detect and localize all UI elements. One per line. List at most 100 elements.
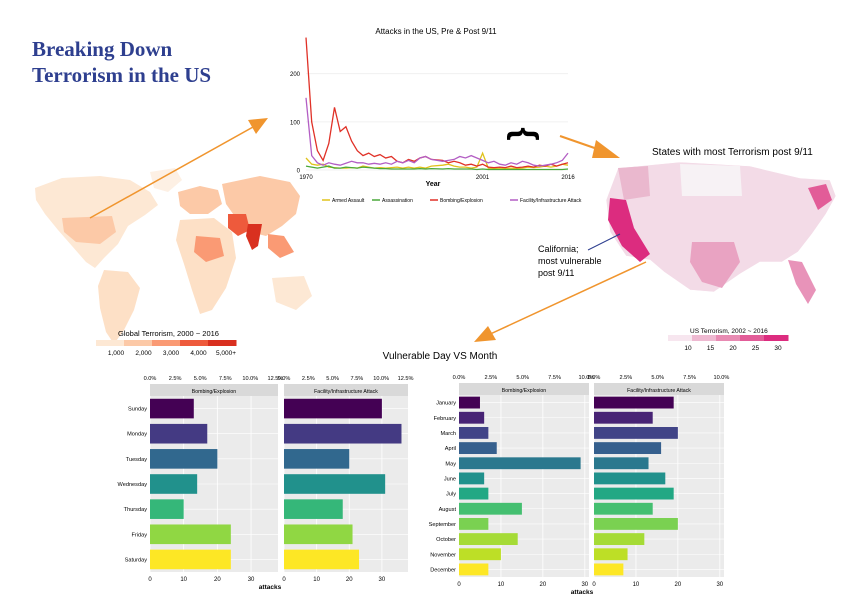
day-category-saturday: Saturday xyxy=(125,557,148,563)
world-legend-tick-1-000: 1,000 xyxy=(108,350,125,357)
us-map-title: States with most Terrorism post 9/11 xyxy=(652,147,813,158)
arrow-world-to-line xyxy=(89,121,263,219)
line-chart-xlabel: Year xyxy=(426,181,441,188)
world-legend-tick-4-000: 4,000 xyxy=(190,350,207,357)
month-category-august: August xyxy=(439,507,457,513)
month-strip-0 xyxy=(459,383,589,395)
page-title-line1: Breaking Down xyxy=(32,37,173,61)
month-bar-bombing-explosion-march xyxy=(459,427,489,439)
world-legend-swatch-0 xyxy=(96,340,125,346)
line-ytick-0: 0 xyxy=(297,169,301,175)
line-series-bombing-explosion xyxy=(305,37,569,169)
day-toptick-1-0: 0.0% xyxy=(278,376,291,382)
month-toptick-0-1: 2.5% xyxy=(484,375,497,381)
line-series-assassination xyxy=(305,165,569,171)
california-pointer-line xyxy=(587,233,621,251)
day-toptick-0-3: 7.5% xyxy=(219,376,232,382)
world-legend-tick-2-000: 2,000 xyxy=(135,350,152,357)
day-category-sunday: Sunday xyxy=(128,407,147,413)
world-map-india xyxy=(246,224,262,250)
month-bar-bombing-explosion-may xyxy=(459,457,581,470)
world-legend-tick-5-000: 5,000+ xyxy=(216,350,236,357)
month-xtick-0-30: 30 xyxy=(581,582,588,588)
month-bar-bombing-explosion-september xyxy=(459,518,489,530)
flow-arrows xyxy=(89,118,647,342)
day-bar-chart: Bombing/Explosion 0 10 20 30 0.0% 2.5% 5.0% 7.5%… xyxy=(118,376,414,591)
month-toptick-1-1: 2.5% xyxy=(619,375,632,381)
day-toptick-1-5: 12.5% xyxy=(398,376,414,382)
month-bar-facility-infrastructure-attack-march xyxy=(594,427,678,439)
day-strip-label-facility-infrastructure-attack: Facility/Infrastructure Attack xyxy=(314,389,378,395)
day-bar-bombing-explosion-tuesday xyxy=(150,449,218,469)
line-chart-brace-annotation: } xyxy=(502,127,540,140)
month-bar-facility-infrastructure-attack-november xyxy=(594,548,628,561)
us-map-northeast xyxy=(808,184,832,210)
us-map xyxy=(605,161,837,304)
month-bar-bombing-explosion-february xyxy=(459,411,485,424)
month-toptick-0-4: 10.0% xyxy=(578,375,594,381)
month-bar-bombing-explosion-november xyxy=(459,548,501,561)
us-map-florida xyxy=(788,260,816,304)
world-legend-swatch-1 xyxy=(124,340,153,346)
page-title: Breaking Down Terrorism in the US xyxy=(32,36,211,88)
line-xtick-2016: 2016 xyxy=(561,175,575,181)
day-xtick-1-10: 10 xyxy=(313,577,320,583)
day-bar-bombing-explosion-saturday xyxy=(150,549,231,570)
world-map-greenland xyxy=(150,168,182,192)
month-xtick-0-10: 10 xyxy=(498,582,505,588)
california-note-line2: most vulnerable xyxy=(538,256,602,266)
day-bar-facility-infrastructure-attack-thursday xyxy=(284,499,343,519)
month-xtick-0-20: 20 xyxy=(540,582,547,588)
day-toptick-0-2: 5.0% xyxy=(194,376,207,382)
day-bar-bombing-explosion-thursday xyxy=(150,499,184,519)
day-xtick-0-30: 30 xyxy=(248,577,255,583)
day-category-tuesday: Tuesday xyxy=(126,457,147,463)
day-xtick-0-10: 10 xyxy=(180,577,187,583)
day-bar-facility-infrastructure-attack-monday xyxy=(284,423,402,444)
line-xtick-1970: 1970 xyxy=(299,175,313,181)
month-bar-facility-infrastructure-attack-september xyxy=(594,518,678,530)
day-bar-bombing-explosion-wednesday xyxy=(150,474,198,494)
page-title-line2: Terrorism in the US xyxy=(32,63,212,87)
day-xtick-1-30: 30 xyxy=(379,577,386,583)
month-toptick-0-0: 0.0% xyxy=(453,375,466,381)
line-legend-label-bombing-explosion: Bombing/Explosion xyxy=(440,198,483,204)
month-xtick-0-0: 0 xyxy=(457,582,461,588)
month-category-february: February xyxy=(434,416,457,422)
month-bar-facility-infrastructure-attack-december xyxy=(594,563,624,576)
month-toptick-1-2: 5.0% xyxy=(651,375,664,381)
day-toptick-1-4: 10.0% xyxy=(373,376,389,382)
month-bar-bombing-explosion-december xyxy=(459,563,489,576)
month-panel-1 xyxy=(594,395,724,577)
day-bar-bombing-explosion-friday xyxy=(150,524,231,545)
us-legend-swatch-4 xyxy=(764,335,789,341)
line-chart-axis: 0 100 200 1970 2001 2016 xyxy=(290,72,575,181)
line-series-facility-infrastructure-attack xyxy=(305,97,569,167)
day-category-thursday: Thursday xyxy=(124,507,148,513)
line-legend-label-assassination: Assassination xyxy=(382,198,413,204)
world-map xyxy=(35,168,312,344)
us-legend-tick-15: 15 xyxy=(707,345,715,352)
month-category-june: June xyxy=(444,476,456,482)
us-map-california xyxy=(608,198,650,262)
month-category-january: January xyxy=(436,401,456,407)
month-bar-facility-infrastructure-attack-february xyxy=(594,411,653,424)
world-legend-swatch-3 xyxy=(180,340,209,346)
month-category-april: April xyxy=(445,446,456,452)
month-xlabel: attacks xyxy=(571,589,594,596)
us-legend-tick-20: 20 xyxy=(729,345,737,352)
month-bar-facility-infrastructure-attack-january xyxy=(594,396,674,409)
month-category-december: December xyxy=(430,567,456,573)
day-xtick-1-20: 20 xyxy=(346,577,353,583)
month-bar-facility-infrastructure-attack-june xyxy=(594,472,666,485)
world-map-africa xyxy=(176,218,236,314)
arrow-world-to-line-head xyxy=(248,118,268,134)
day-bar-facility-infrastructure-attack-wednesday xyxy=(284,474,386,494)
month-strip-label-bombing-explosion: Bombing/Explosion xyxy=(502,388,547,394)
month-category-may: May xyxy=(445,461,456,467)
day-bar-bombing-explosion-monday xyxy=(150,423,208,444)
day-toptick-0-4: 10.0% xyxy=(242,376,258,382)
day-toptick-0-0: 0.0% xyxy=(144,376,157,382)
us-legend-tick-30: 30 xyxy=(774,345,782,352)
